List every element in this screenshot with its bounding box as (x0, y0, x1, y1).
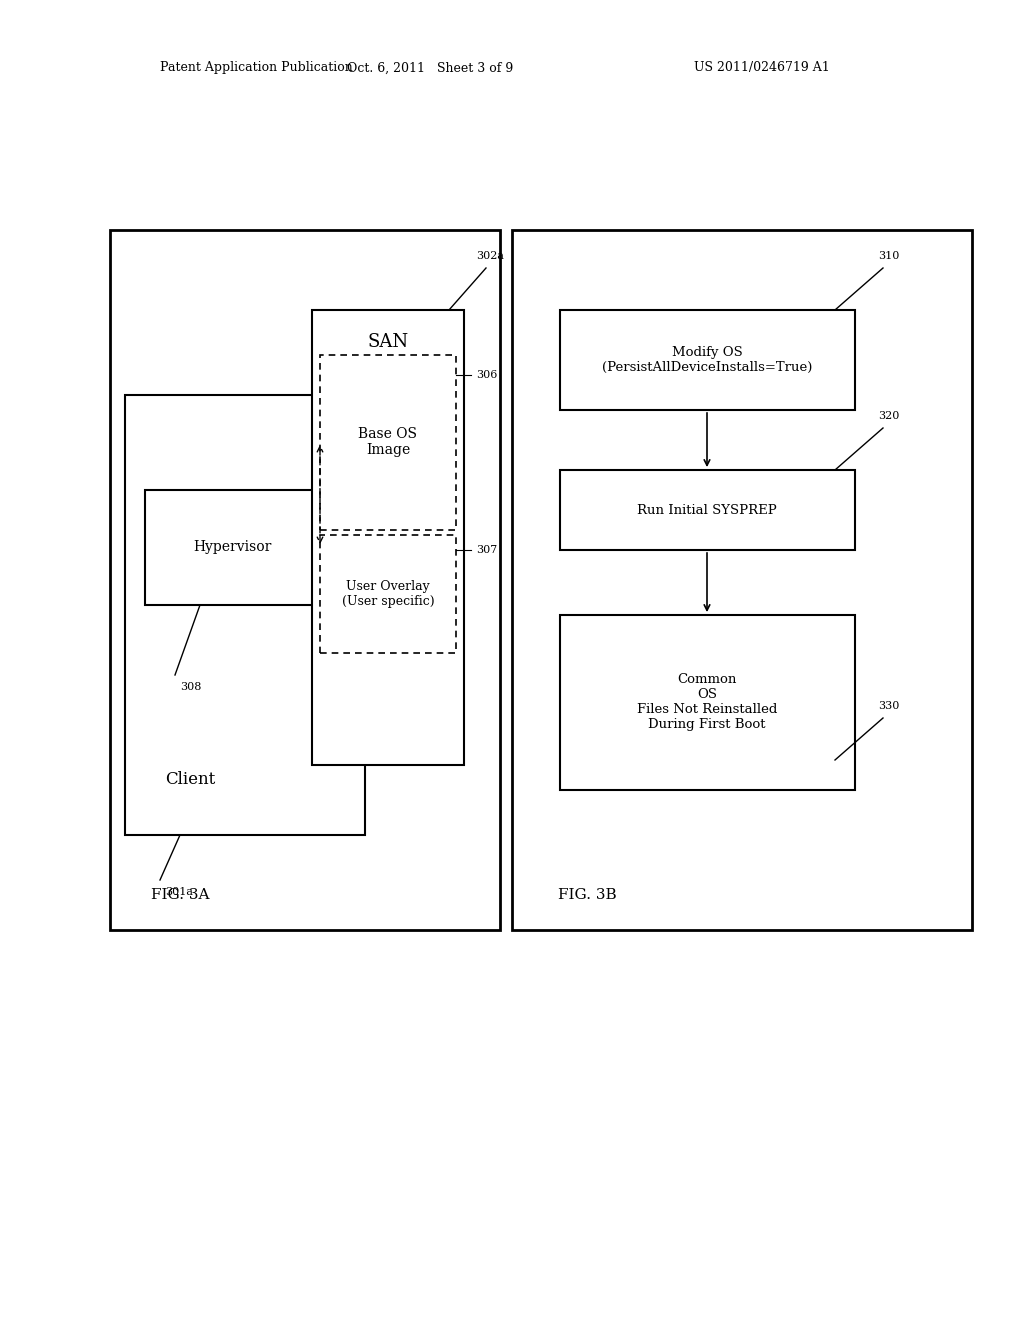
Text: Hypervisor: Hypervisor (193, 540, 271, 554)
Text: 302a: 302a (476, 251, 504, 261)
Text: Oct. 6, 2011   Sheet 3 of 9: Oct. 6, 2011 Sheet 3 of 9 (347, 62, 513, 74)
Text: Client: Client (165, 771, 215, 788)
Text: FIG. 3A: FIG. 3A (151, 888, 209, 902)
Bar (560, 615, 855, 789)
Bar (319, 355, 456, 531)
Text: 320: 320 (878, 411, 899, 421)
Text: Modify OS
(PersistAllDeviceInstalls=True): Modify OS (PersistAllDeviceInstalls=True… (602, 346, 812, 374)
Text: US 2011/0246719 A1: US 2011/0246719 A1 (694, 62, 830, 74)
Text: 308: 308 (180, 682, 202, 692)
Text: SAN: SAN (368, 333, 409, 351)
Text: FIG. 3B: FIG. 3B (558, 888, 616, 902)
Text: Common
OS
Files Not Reinstalled
During First Boot: Common OS Files Not Reinstalled During F… (637, 673, 777, 731)
Text: 306: 306 (476, 370, 498, 380)
Bar (560, 310, 855, 411)
Text: 330: 330 (878, 701, 899, 711)
Bar (145, 490, 319, 605)
Text: User Overlay
(User specific): User Overlay (User specific) (342, 579, 434, 609)
Text: 310: 310 (878, 251, 899, 261)
Bar (125, 395, 365, 836)
Text: 307: 307 (476, 545, 498, 554)
Bar (312, 310, 464, 766)
Bar (319, 535, 456, 653)
Bar (512, 230, 972, 931)
Text: 301a: 301a (165, 887, 193, 898)
Bar (110, 230, 500, 931)
Bar (560, 470, 855, 550)
Text: Run Initial SYSPREP: Run Initial SYSPREP (637, 503, 777, 516)
Text: Patent Application Publication: Patent Application Publication (160, 62, 352, 74)
Text: Base OS
Image: Base OS Image (358, 426, 418, 457)
